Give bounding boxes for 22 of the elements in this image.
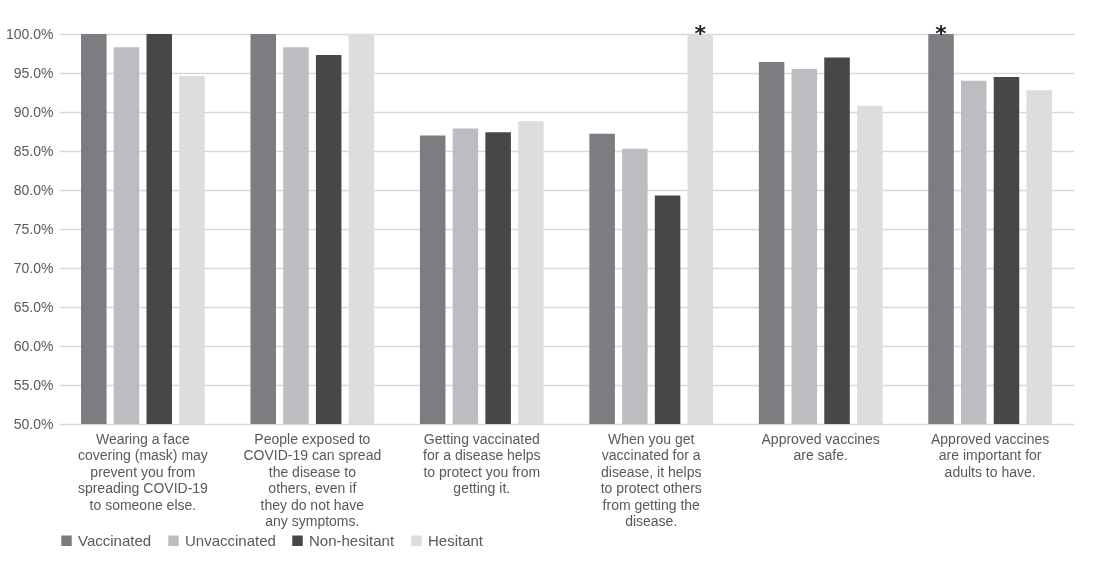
x-tick-label: When you get vaccinated for a disease, it helps to protect others from getting the disease.	[600, 430, 702, 529]
x-tick-label: Getting vaccinated for a disease helps to protect you from getting it.	[423, 430, 541, 496]
y-tick-label: 80.0%	[13, 181, 54, 198]
x-tick-label: Approved vaccines are safe.	[761, 430, 880, 463]
y-tick-label: 55.0%	[13, 376, 54, 393]
y-tick-label: 90.0%	[13, 103, 54, 120]
y-tick-label: 50.0%	[13, 415, 54, 432]
y-tick-label: 75.0%	[13, 220, 54, 237]
legend-label: Non-hesitant	[309, 531, 395, 549]
y-tick-label: 100.0%	[6, 25, 54, 42]
data-label: *	[694, 21, 707, 46]
x-tick-label: Wearing a face covering (mask) may prevent you from spreading COVID-19 to someone else.	[77, 430, 209, 513]
x-tick-label: Approved vaccines are important for adults to have.	[930, 430, 1050, 480]
x-tick-label: People exposed to COVID-19 can spread the disease to others, even if they do not have any symptoms.	[243, 430, 382, 529]
legend-label: Vaccinated	[78, 531, 152, 549]
y-tick-label: 95.0%	[13, 64, 54, 81]
y-tick-label: 65.0%	[13, 298, 54, 315]
legend-label: Hesitant	[428, 531, 484, 549]
y-tick-label: 70.0%	[13, 259, 54, 276]
y-tick-label: 60.0%	[13, 337, 54, 354]
legend-label: Unvaccinated	[185, 531, 276, 549]
y-tick-label: 85.0%	[13, 142, 54, 159]
